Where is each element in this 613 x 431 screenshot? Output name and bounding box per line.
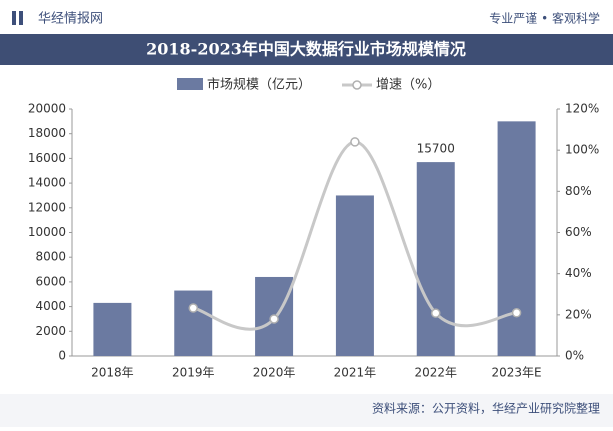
slogan: 专业严谨 • 客观科学 — [489, 11, 600, 26]
x-tick-label: 2018年 — [91, 366, 134, 380]
bar — [497, 121, 536, 356]
y-tick-label: 0 — [58, 349, 66, 363]
growth-point — [269, 314, 279, 324]
legend-swatch — [177, 78, 203, 90]
x-tick-label: 2019年 — [172, 366, 215, 380]
chart-title: 2018-2023年中国大数据行业市场规模情况 — [146, 40, 466, 59]
title-band — [0, 34, 613, 65]
growth-point — [431, 308, 441, 318]
y-tick-label: 14000 — [28, 176, 66, 190]
y-tick-label: 8000 — [35, 250, 66, 264]
y-tick-label: 16000 — [28, 151, 66, 165]
y2-tick-label: 80% — [565, 184, 592, 198]
legend-label: 市场规模（亿元） — [207, 77, 311, 93]
logo — [19, 11, 23, 25]
footer-band — [0, 394, 613, 427]
y2-tick-label: 0% — [565, 349, 584, 363]
growth-point — [188, 303, 198, 313]
source: 资料来源：公开资料，华经产业研究院整理 — [372, 401, 600, 416]
y-tick-label: 6000 — [35, 274, 66, 288]
x-tick-label: 2022年 — [414, 366, 457, 380]
bar — [93, 302, 132, 356]
logo — [12, 11, 16, 25]
bar — [335, 195, 374, 356]
y-tick-label: 4000 — [35, 299, 66, 313]
growth-point — [350, 137, 360, 147]
bar — [174, 290, 213, 356]
y-tick-label: 18000 — [28, 126, 66, 140]
y2-tick-label: 120% — [565, 102, 599, 116]
y-tick-label: 10000 — [28, 225, 66, 239]
y2-tick-label: 60% — [565, 225, 592, 239]
y-tick-label: 20000 — [28, 102, 66, 116]
x-tick-label: 2020年 — [253, 366, 296, 380]
legend-marker — [352, 80, 362, 90]
growth-point — [511, 308, 522, 318]
y2-tick-label: 20% — [565, 307, 592, 321]
y-tick-label: 2000 — [35, 324, 66, 338]
legend-label: 增速（%） — [376, 78, 440, 93]
brand: 华经情报网 — [38, 12, 103, 27]
y2-tick-label: 40% — [565, 266, 592, 280]
x-tick-label: 2023年E — [492, 366, 542, 380]
bar — [416, 162, 455, 356]
y2-tick-label: 100% — [565, 143, 599, 157]
data-label: 15700 — [417, 142, 455, 156]
x-tick-label: 2021年 — [334, 366, 377, 380]
y-tick-label: 12000 — [28, 200, 66, 214]
